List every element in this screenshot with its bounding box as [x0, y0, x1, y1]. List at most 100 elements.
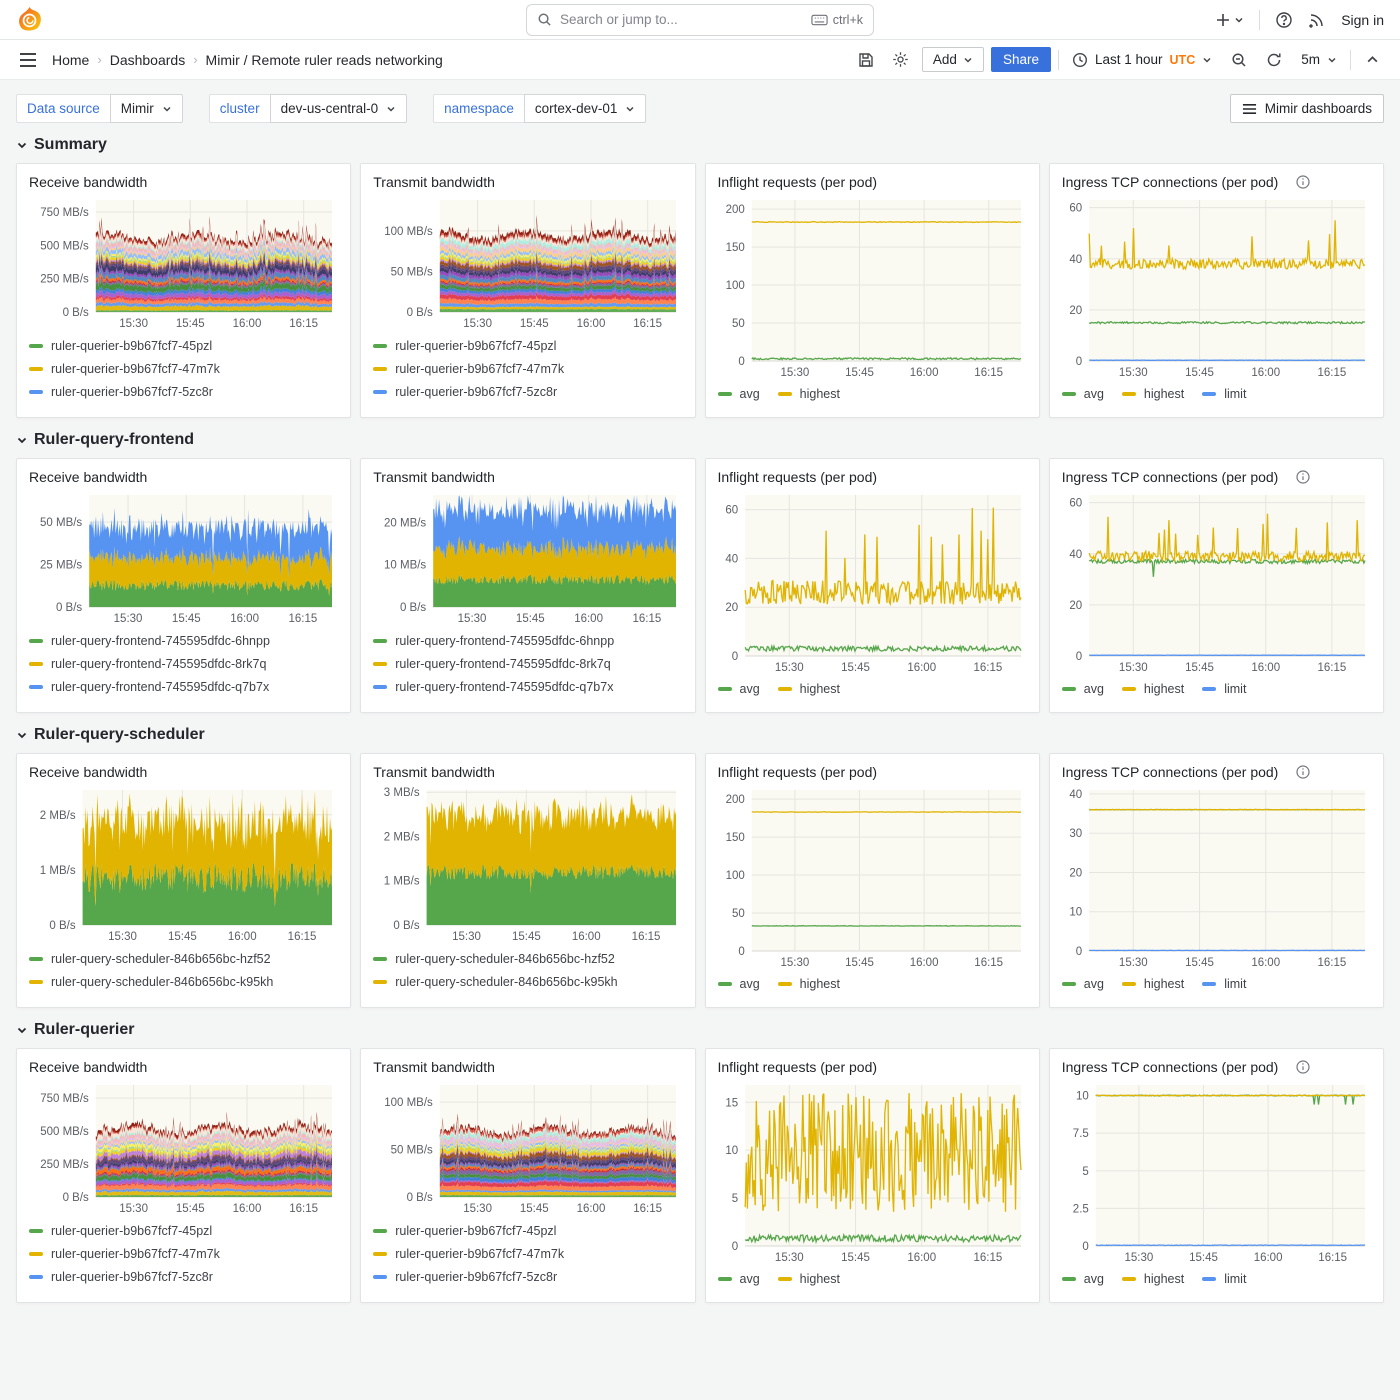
chart-area[interactable]: 100 MB/s50 MB/s0 B/s15:3015:4516:0016:15: [373, 193, 682, 332]
panel-title[interactable]: Transmit bandwidth: [373, 174, 495, 190]
legend-series-label[interactable]: avg: [740, 977, 760, 991]
legend-series-label[interactable]: ruler-querier-b9b67fcf7-5zc8r: [395, 385, 557, 399]
refresh-interval-picker[interactable]: 5m: [1295, 52, 1343, 67]
legend-series-label[interactable]: ruler-querier-b9b67fcf7-45pzl: [51, 339, 212, 353]
filter-cluster-value[interactable]: dev-us-central-0: [270, 94, 408, 123]
section-header-summary[interactable]: Summary: [16, 136, 1384, 154]
legend-series-label[interactable]: limit: [1224, 1272, 1246, 1286]
legend-series-label[interactable]: avg: [740, 682, 760, 696]
legend-series-label[interactable]: ruler-querier-b9b67fcf7-5zc8r: [51, 1270, 213, 1284]
save-icon[interactable]: [852, 46, 880, 74]
sign-in-button[interactable]: Sign in: [1341, 12, 1384, 28]
chart-area[interactable]: 107.552.5015:3015:4516:0016:15: [1062, 1078, 1371, 1266]
chart-area[interactable]: 604020015:3015:4516:0016:15: [1062, 488, 1371, 676]
legend-series-label[interactable]: ruler-query-frontend-745595dfdc-8rk7q: [51, 657, 266, 671]
chart-area[interactable]: 2 MB/s1 MB/s0 B/s15:3015:4516:0016:15: [29, 783, 338, 945]
chart-area[interactable]: 3 MB/s2 MB/s1 MB/s0 B/s15:3015:4516:0016…: [373, 783, 682, 945]
legend-series-label[interactable]: limit: [1224, 682, 1246, 696]
legend-series-label[interactable]: ruler-querier-b9b67fcf7-5zc8r: [395, 1270, 557, 1284]
info-icon[interactable]: [1296, 175, 1310, 189]
panel-title[interactable]: Ingress TCP connections (per pod): [1062, 764, 1279, 780]
panel-title[interactable]: Ingress TCP connections (per pod): [1062, 174, 1279, 190]
help-icon[interactable]: [1275, 11, 1293, 29]
legend-series-label[interactable]: ruler-querier-b9b67fcf7-47m7k: [395, 1247, 564, 1261]
legend-series-label[interactable]: avg: [1084, 387, 1104, 401]
section-header-ruler-query-frontend[interactable]: Ruler-query-frontend: [16, 431, 1384, 449]
settings-gear-icon[interactable]: [887, 46, 915, 74]
legend-series-label[interactable]: ruler-query-frontend-745595dfdc-8rk7q: [395, 657, 610, 671]
legend-series-label[interactable]: ruler-query-scheduler-846b656bc-k95kh: [51, 975, 273, 989]
info-icon[interactable]: [1296, 470, 1310, 484]
legend-series-label[interactable]: ruler-querier-b9b67fcf7-5zc8r: [51, 385, 213, 399]
section-header-ruler-query-scheduler[interactable]: Ruler-query-scheduler: [16, 726, 1384, 744]
legend-series-label[interactable]: avg: [740, 1272, 760, 1286]
legend-series-label[interactable]: avg: [740, 387, 760, 401]
legend-series-label[interactable]: highest: [1144, 682, 1184, 696]
legend-series-label[interactable]: limit: [1224, 387, 1246, 401]
legend-series-label[interactable]: ruler-query-frontend-745595dfdc-6hnpp: [395, 634, 614, 648]
legend-series-label[interactable]: ruler-query-frontend-745595dfdc-q7b7x: [395, 680, 613, 694]
search-input[interactable]: Search or jump to... ctrl+k: [526, 4, 874, 36]
legend-series-label[interactable]: ruler-query-scheduler-846b656bc-hzf52: [51, 952, 271, 966]
chart-area[interactable]: 50 MB/s25 MB/s0 B/s15:3015:4516:0016:15: [29, 488, 338, 627]
panel-title[interactable]: Transmit bandwidth: [373, 469, 495, 485]
time-range-picker[interactable]: Last 1 hour UTC: [1066, 52, 1218, 68]
legend-series-label[interactable]: highest: [1144, 977, 1184, 991]
chart-area[interactable]: 20015010050015:3015:4516:0016:15: [718, 193, 1027, 381]
legend-series-label[interactable]: ruler-querier-b9b67fcf7-47m7k: [395, 362, 564, 376]
panel-title[interactable]: Receive bandwidth: [29, 469, 147, 485]
chevron-up-icon[interactable]: [1358, 46, 1386, 74]
legend-series-label[interactable]: ruler-querier-b9b67fcf7-47m7k: [51, 362, 220, 376]
filter-datasource-value[interactable]: Mimir: [110, 94, 183, 123]
legend-series-label[interactable]: avg: [1084, 682, 1104, 696]
panel-title[interactable]: Inflight requests (per pod): [718, 469, 878, 485]
refresh-icon[interactable]: [1260, 46, 1288, 74]
grafana-logo[interactable]: [16, 6, 43, 33]
legend-series-label[interactable]: ruler-querier-b9b67fcf7-47m7k: [51, 1247, 220, 1261]
chart-area[interactable]: 750 MB/s500 MB/s250 MB/s0 B/s15:3015:451…: [29, 1078, 338, 1217]
panel-title[interactable]: Inflight requests (per pod): [718, 764, 878, 780]
legend-series-label[interactable]: ruler-query-frontend-745595dfdc-q7b7x: [51, 680, 269, 694]
chart-area[interactable]: 40302010015:3015:4516:0016:15: [1062, 783, 1371, 971]
breadcrumb-home[interactable]: Home: [52, 52, 89, 68]
legend-series-label[interactable]: highest: [800, 977, 840, 991]
filter-namespace-value[interactable]: cortex-dev-01: [524, 94, 647, 123]
menu-icon[interactable]: [14, 46, 42, 74]
legend-series-label[interactable]: limit: [1224, 977, 1246, 991]
section-header-ruler-querier[interactable]: Ruler-querier: [16, 1021, 1384, 1039]
chart-area[interactable]: 20 MB/s10 MB/s0 B/s15:3015:4516:0016:15: [373, 488, 682, 627]
legend-series-label[interactable]: ruler-query-scheduler-846b656bc-k95kh: [395, 975, 617, 989]
panel-title[interactable]: Transmit bandwidth: [373, 764, 495, 780]
legend-series-label[interactable]: highest: [1144, 387, 1184, 401]
panel-title[interactable]: Ingress TCP connections (per pod): [1062, 1059, 1279, 1075]
legend-series-label[interactable]: highest: [800, 682, 840, 696]
legend-series-label[interactable]: highest: [1144, 1272, 1184, 1286]
legend-series-label[interactable]: ruler-query-frontend-745595dfdc-6hnpp: [51, 634, 270, 648]
panel-title[interactable]: Inflight requests (per pod): [718, 174, 878, 190]
chart-area[interactable]: 20015010050015:3015:4516:0016:15: [718, 783, 1027, 971]
legend-series-label[interactable]: ruler-querier-b9b67fcf7-45pzl: [51, 1224, 212, 1238]
breadcrumb-dashboards[interactable]: Dashboards: [110, 52, 186, 68]
legend-series-label[interactable]: ruler-query-scheduler-846b656bc-hzf52: [395, 952, 615, 966]
news-rss-icon[interactable]: [1308, 11, 1326, 29]
legend-series-label[interactable]: highest: [800, 1272, 840, 1286]
legend-series-label[interactable]: ruler-querier-b9b67fcf7-45pzl: [395, 1224, 556, 1238]
add-button[interactable]: Add: [922, 47, 984, 72]
share-button[interactable]: Share: [991, 47, 1051, 72]
mimir-dashboards-button[interactable]: Mimir dashboards: [1230, 94, 1384, 123]
chart-area[interactable]: 750 MB/s500 MB/s250 MB/s0 B/s15:3015:451…: [29, 193, 338, 332]
panel-title[interactable]: Inflight requests (per pod): [718, 1059, 878, 1075]
panel-title[interactable]: Receive bandwidth: [29, 764, 147, 780]
chart-area[interactable]: 604020015:3015:4516:0016:15: [1062, 193, 1371, 381]
legend-series-label[interactable]: avg: [1084, 1272, 1104, 1286]
info-icon[interactable]: [1296, 765, 1310, 779]
legend-series-label[interactable]: avg: [1084, 977, 1104, 991]
legend-series-label[interactable]: ruler-querier-b9b67fcf7-45pzl: [395, 339, 556, 353]
panel-title[interactable]: Ingress TCP connections (per pod): [1062, 469, 1279, 485]
panel-title[interactable]: Receive bandwidth: [29, 1059, 147, 1075]
panel-title[interactable]: Receive bandwidth: [29, 174, 147, 190]
chart-area[interactable]: 604020015:3015:4516:0016:15: [718, 488, 1027, 676]
zoom-out-icon[interactable]: [1225, 46, 1253, 74]
chart-area[interactable]: 100 MB/s50 MB/s0 B/s15:3015:4516:0016:15: [373, 1078, 682, 1217]
add-menu-button[interactable]: [1215, 12, 1244, 28]
